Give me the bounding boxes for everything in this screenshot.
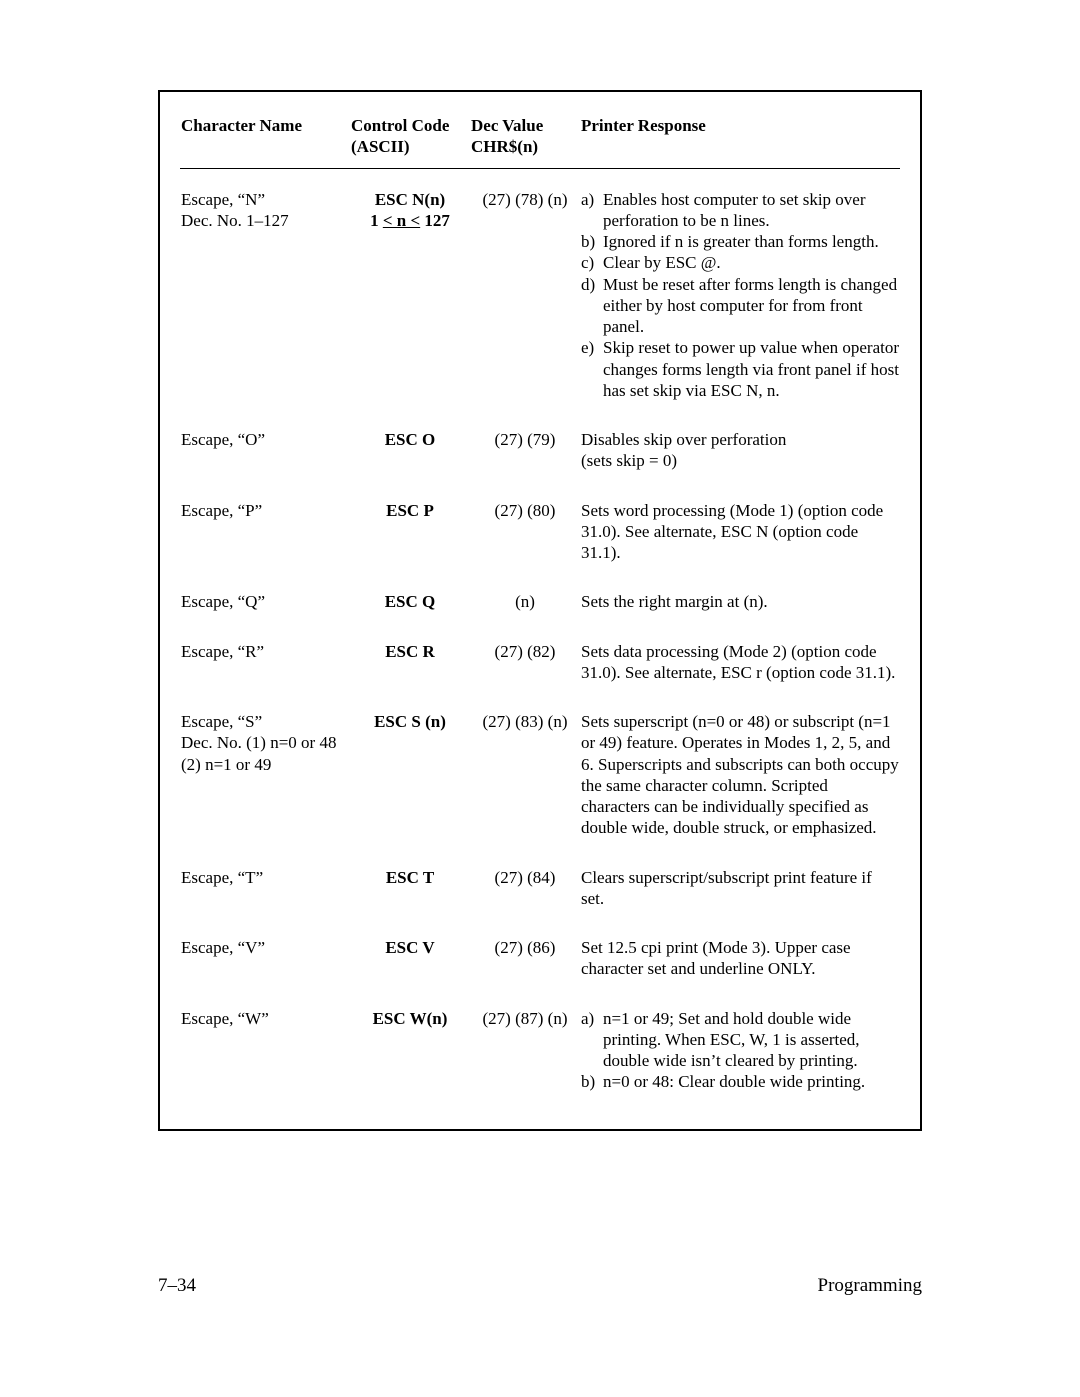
header-character-name: Character Name (180, 114, 350, 164)
table-header-row: Character Name Control Code (ASCII) Dec … (180, 114, 900, 164)
header-control-code-l2: (ASCII) (351, 137, 410, 156)
cell-resp: Sets the right margin at (n). (580, 577, 900, 626)
cell-dec: (n) (470, 577, 580, 626)
code-range-suf: 127 (420, 211, 450, 230)
table-row: Escape, “V” ESC V (27) (86) Set 12.5 cpi… (180, 923, 900, 994)
cell-dec: (27) (83) (n) (470, 697, 580, 853)
resp-label: b) (581, 231, 603, 252)
cell-resp: Disables skip over perforation (sets ski… (580, 415, 900, 486)
cell-dec: (27) (84) (470, 853, 580, 924)
cell-code: ESC Q (350, 577, 470, 626)
name-line1: Escape, “N” (181, 190, 265, 209)
cell-name: Escape, “N” Dec. No. 1–127 (180, 175, 350, 416)
table-row: Escape, “Q” ESC Q (n) Sets the right mar… (180, 577, 900, 626)
resp-label: a) (581, 1008, 603, 1072)
header-rule (180, 168, 900, 169)
cell-dec: (27) (87) (n) (470, 994, 580, 1107)
cell-name: Escape, “V” (180, 923, 350, 994)
table-row: Escape, “S” Dec. No. (1) n=0 or 48 (2) n… (180, 697, 900, 853)
table-row: Escape, “N” Dec. No. 1–127 ESC N(n) 1 < … (180, 175, 900, 416)
cell-name: Escape, “O” (180, 415, 350, 486)
cell-name: Escape, “Q” (180, 577, 350, 626)
cell-name: Escape, “R” (180, 627, 350, 698)
cell-name: Escape, “T” (180, 853, 350, 924)
cell-name: Escape, “P” (180, 486, 350, 578)
table-frame: Character Name Control Code (ASCII) Dec … (158, 90, 922, 1131)
cell-code: ESC P (350, 486, 470, 578)
cell-dec: (27) (80) (470, 486, 580, 578)
header-dec-value: Dec Value CHR$(n) (470, 114, 580, 164)
cell-code: ESC N(n) 1 < n < 127 (350, 175, 470, 416)
cell-resp: Sets data processing (Mode 2) (option co… (580, 627, 900, 698)
header-printer-response: Printer Response (580, 114, 900, 164)
cell-resp: Sets superscript (n=0 or 48) or subscrip… (580, 697, 900, 853)
resp-line1: Disables skip over perforation (581, 430, 786, 449)
resp-item: c)Clear by ESC @. (581, 252, 899, 273)
resp-text: Clear by ESC @. (603, 252, 899, 273)
table-row: Escape, “R” ESC R (27) (82) Sets data pr… (180, 627, 900, 698)
resp-item: b)n=0 or 48: Clear double wide printing. (581, 1071, 899, 1092)
cell-code: ESC S (n) (350, 697, 470, 853)
code-line1: ESC N(n) (375, 190, 445, 209)
header-dec-value-l1: Dec Value (471, 116, 543, 135)
resp-line2: (sets skip = 0) (581, 451, 677, 470)
cell-code: ESC W(n) (350, 994, 470, 1107)
cell-resp: Sets word processing (Mode 1) (option co… (580, 486, 900, 578)
footer-section-title: Programming (818, 1275, 923, 1297)
header-control-code-l1: Control Code (351, 116, 449, 135)
resp-text: Ignored if n is greater than forms lengt… (603, 231, 899, 252)
name-line2: Dec. No. 1–127 (181, 211, 289, 230)
cell-code: ESC T (350, 853, 470, 924)
resp-text: n=0 or 48: Clear double wide printing. (603, 1071, 899, 1092)
resp-label: a) (581, 189, 603, 232)
code-range-pre: 1 (370, 211, 383, 230)
table-row: Escape, “T” ESC T (27) (84) Clears super… (180, 853, 900, 924)
name-line1: Escape, “S” (181, 712, 262, 731)
cell-code: ESC O (350, 415, 470, 486)
page-footer: 7–34 Programming (158, 1275, 922, 1297)
resp-label: d) (581, 274, 603, 338)
cell-resp: a)n=1 or 49; Set and hold double wide pr… (580, 994, 900, 1107)
table-row: Escape, “P” ESC P (27) (80) Sets word pr… (180, 486, 900, 578)
resp-label: e) (581, 337, 603, 401)
cell-code: ESC R (350, 627, 470, 698)
name-line2: Dec. No. (1) n=0 or 48 (2) n=1 or 49 (181, 733, 336, 773)
cell-code: ESC V (350, 923, 470, 994)
resp-item: b)Ignored if n is greater than forms len… (581, 231, 899, 252)
resp-text: Must be reset after forms length is chan… (603, 274, 899, 338)
resp-item: a)n=1 or 49; Set and hold double wide pr… (581, 1008, 899, 1072)
cell-name: Escape, “S” Dec. No. (1) n=0 or 48 (2) n… (180, 697, 350, 853)
resp-text: Enables host computer to set skip over p… (603, 189, 899, 232)
header-dec-value-l2: CHR$(n) (471, 137, 538, 156)
resp-text: n=1 or 49; Set and hold double wide prin… (603, 1008, 899, 1072)
resp-label: c) (581, 252, 603, 273)
cell-dec: (27) (79) (470, 415, 580, 486)
resp-item: d)Must be reset after forms length is ch… (581, 274, 899, 338)
page-content: Character Name Control Code (ASCII) Dec … (158, 90, 922, 1131)
resp-label: b) (581, 1071, 603, 1092)
table-row: Escape, “W” ESC W(n) (27) (87) (n) a)n=1… (180, 994, 900, 1107)
cell-dec: (27) (82) (470, 627, 580, 698)
cell-name: Escape, “W” (180, 994, 350, 1107)
table-row: Escape, “O” ESC O (27) (79) Disables ski… (180, 415, 900, 486)
header-control-code: Control Code (ASCII) (350, 114, 470, 164)
cell-dec: (27) (78) (n) (470, 175, 580, 416)
code-range: 1 < n < 127 (370, 211, 450, 230)
resp-item: a)Enables host computer to set skip over… (581, 189, 899, 232)
cell-resp: Clears superscript/subscript print featu… (580, 853, 900, 924)
cell-dec: (27) (86) (470, 923, 580, 994)
code-range-mid: < n < (383, 211, 420, 230)
cell-resp: a)Enables host computer to set skip over… (580, 175, 900, 416)
control-codes-table: Character Name Control Code (ASCII) Dec … (180, 114, 900, 1107)
footer-page-number: 7–34 (158, 1275, 196, 1297)
resp-text: Skip reset to power up value when operat… (603, 337, 899, 401)
cell-resp: Set 12.5 cpi print (Mode 3). Upper case … (580, 923, 900, 994)
resp-item: e)Skip reset to power up value when oper… (581, 337, 899, 401)
